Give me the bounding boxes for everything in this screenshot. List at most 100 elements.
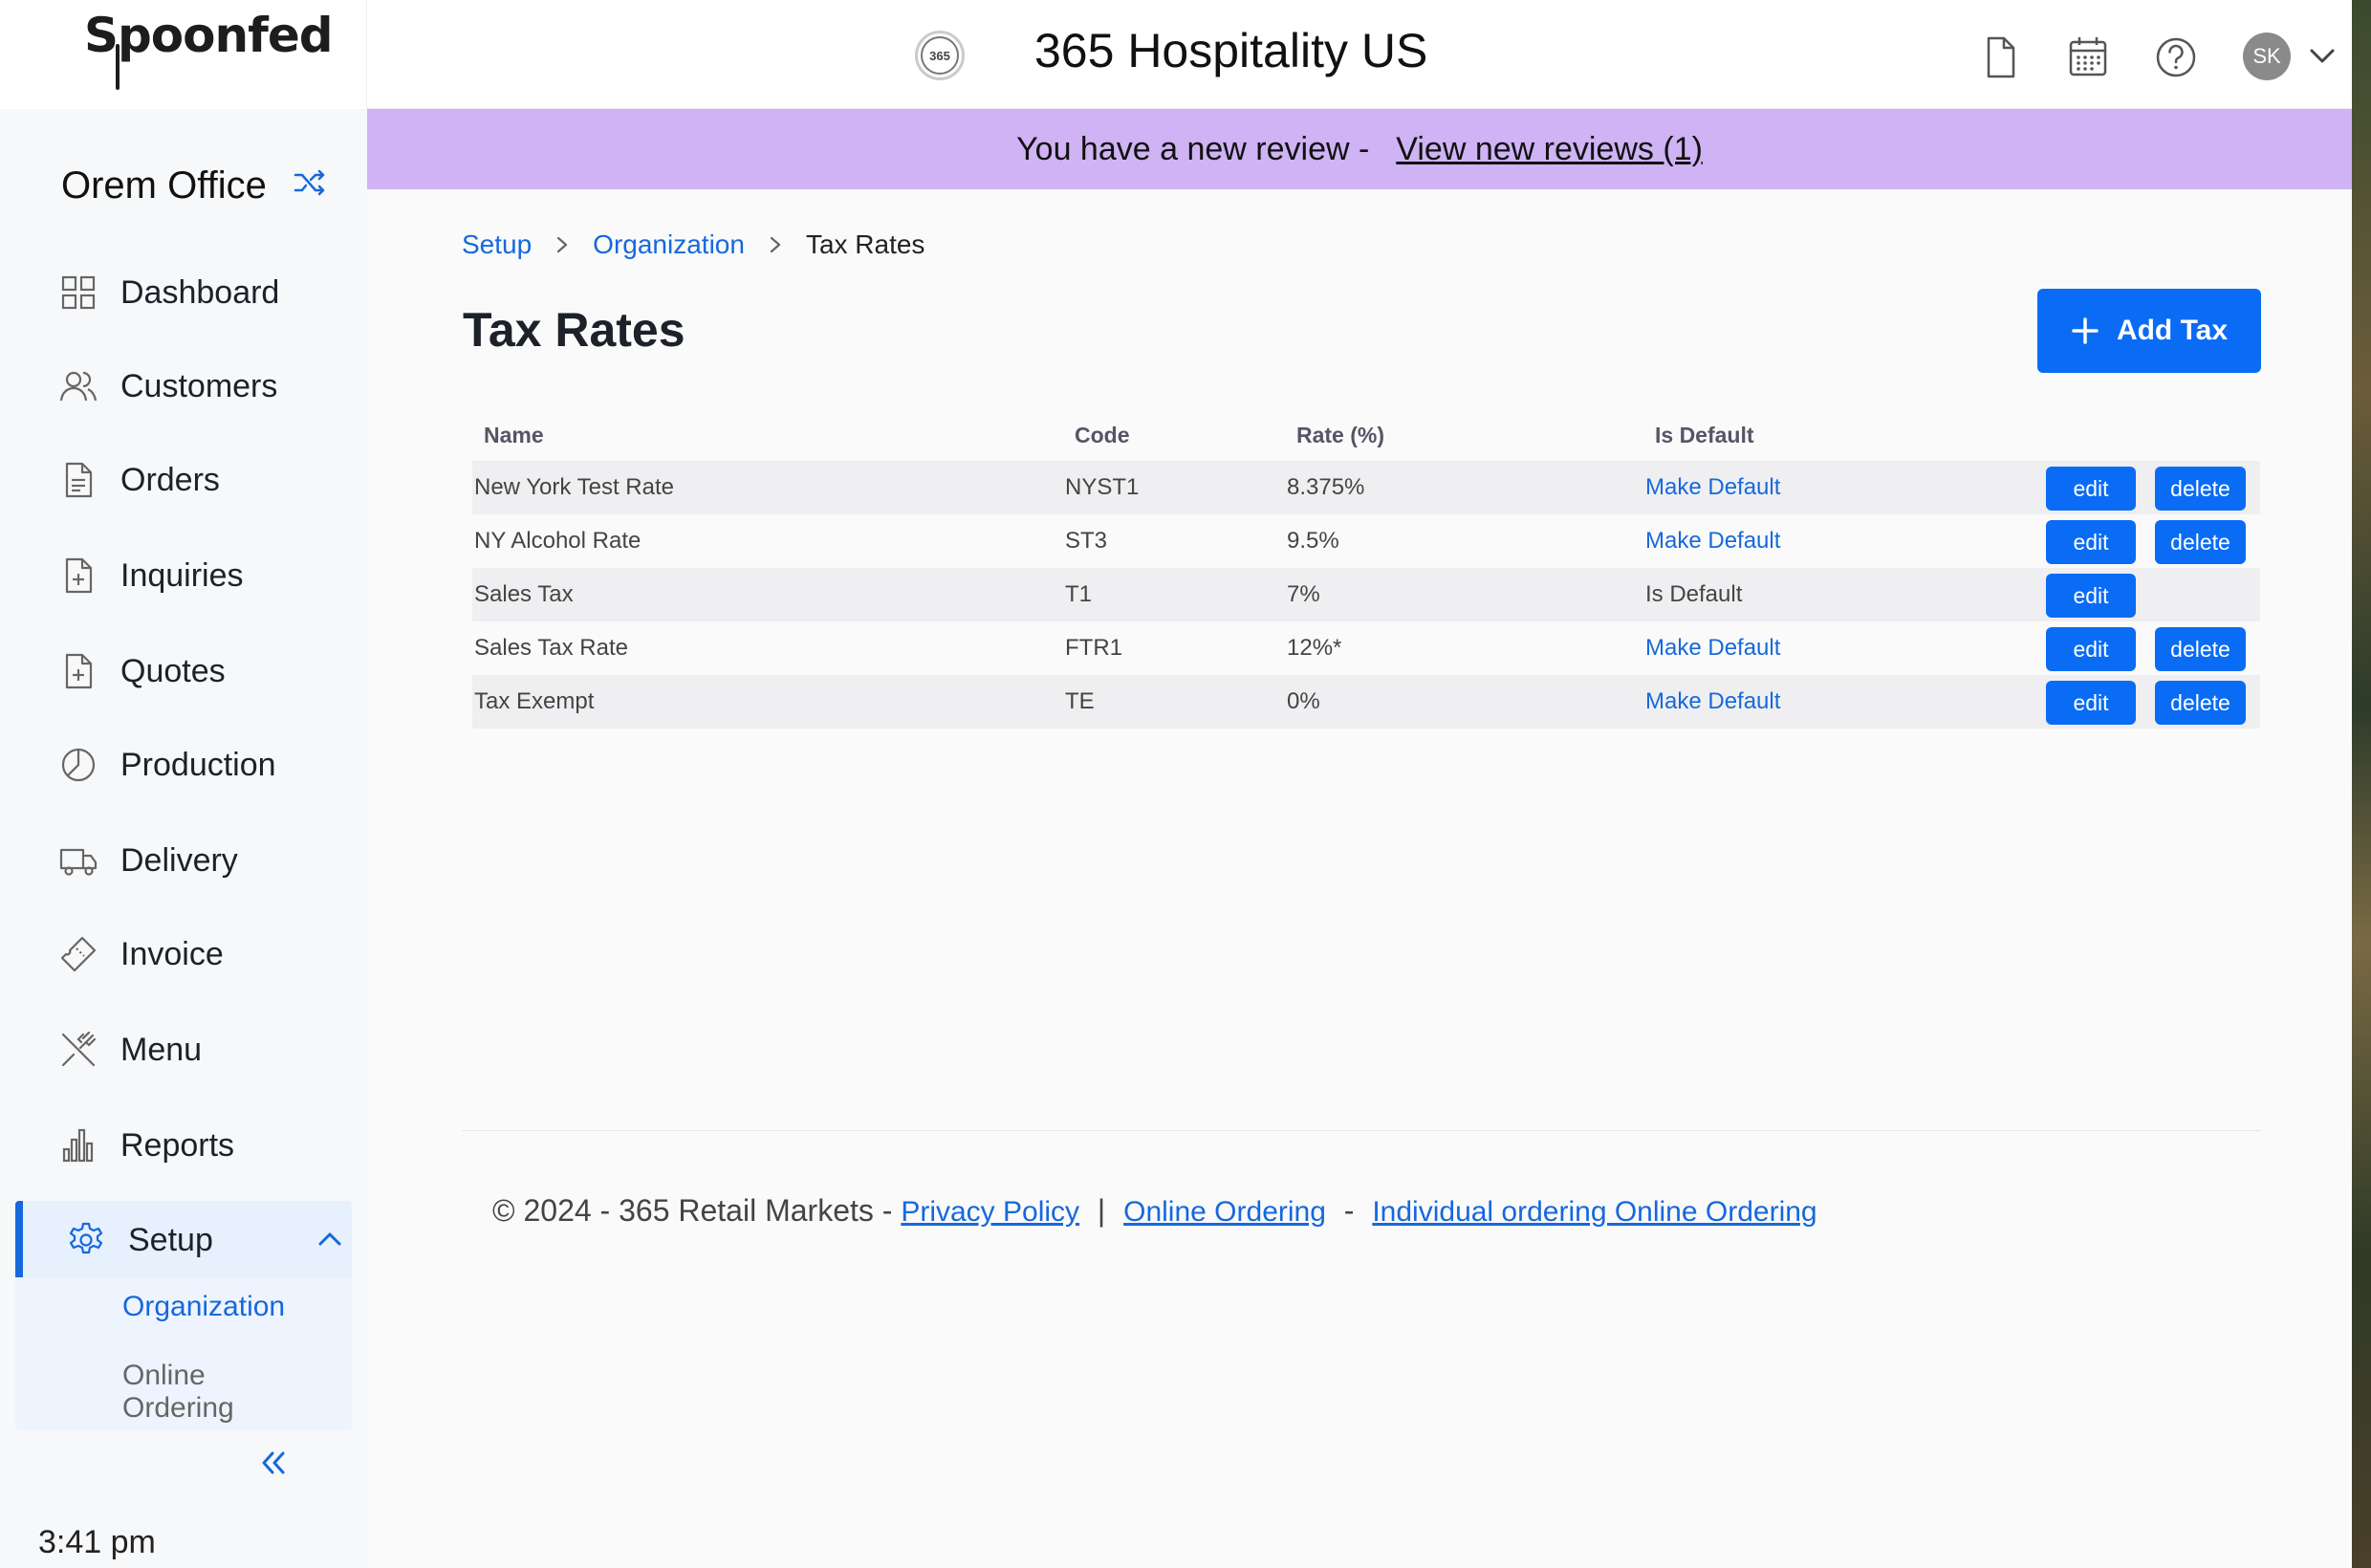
sidebar-item-invoice[interactable]: Invoice — [0, 916, 352, 992]
online-ordering-link[interactable]: Online Ordering — [1123, 1196, 1326, 1228]
footer-copyright: © 2024 - 365 Retail Markets - — [492, 1193, 893, 1228]
sidebar-item-inquiries[interactable]: Inquiries — [0, 537, 352, 614]
page-title: Tax Rates — [463, 303, 685, 357]
view-reviews-link[interactable]: View new reviews (1) — [1396, 130, 1703, 167]
sidebar-item-delivery[interactable]: Delivery — [0, 822, 352, 899]
make-default-link[interactable]: Make Default — [1645, 474, 1781, 500]
brand-logo-area[interactable]: Spoonfed — [0, 0, 367, 109]
cell-code: T1 — [1065, 581, 1093, 607]
table-header: Name Code Rate (%) Is Default — [472, 415, 2260, 461]
office-name: Orem Office — [61, 164, 267, 207]
edit-button[interactable]: edit — [2046, 627, 2136, 671]
calendar-icon[interactable] — [2067, 34, 2109, 80]
bar-chart-icon — [62, 1128, 94, 1163]
sidebar-item-customers[interactable]: Customers — [0, 348, 352, 425]
sidebar-item-label: Dashboard — [120, 273, 280, 311]
sidebar-item-menu[interactable]: Menu — [0, 1012, 352, 1088]
shuffle-icon[interactable] — [293, 168, 327, 197]
avatar[interactable]: SK — [2243, 33, 2291, 80]
table-row: New York Test Rate NYST1 8.375% Make Def… — [472, 461, 2260, 514]
add-tax-button[interactable]: Add Tax — [2037, 289, 2261, 373]
org-logo: 365 — [915, 31, 965, 80]
cell-name: Sales Tax Rate — [474, 635, 628, 661]
document-icon[interactable] — [1979, 34, 2021, 80]
table-row: NY Alcohol Rate ST3 9.5% Make Default ed… — [472, 514, 2260, 568]
help-icon[interactable] — [2155, 34, 2197, 80]
make-default-link[interactable]: Make Default — [1645, 688, 1781, 714]
edit-button[interactable]: edit — [2046, 520, 2136, 564]
review-banner: You have a new review - View new reviews… — [367, 109, 2352, 189]
sidebar-item-reports[interactable]: Reports — [0, 1107, 352, 1184]
sidebar: Orem Office Dashboard Customers Orders I… — [0, 109, 367, 1568]
cell-name: Sales Tax — [474, 581, 574, 607]
sidebar-item-quotes[interactable]: Quotes — [0, 633, 352, 709]
cell-rate: 0% — [1287, 688, 1320, 714]
edit-button[interactable]: edit — [2046, 467, 2136, 511]
breadcrumb-organization[interactable]: Organization — [593, 229, 745, 259]
sidebar-item-label: Delivery — [120, 841, 238, 879]
column-header-name: Name — [484, 423, 544, 447]
org-logo-text: 365 — [929, 48, 950, 63]
sidebar-item-label: Customers — [120, 367, 278, 404]
main-content: Setup Organization Tax Rates Tax Rates A… — [367, 189, 2352, 1568]
make-default-link[interactable]: Make Default — [1645, 635, 1781, 661]
delete-button[interactable]: delete — [2155, 681, 2246, 725]
delete-button[interactable]: delete — [2155, 520, 2246, 564]
gear-icon — [69, 1222, 103, 1254]
footer-separator: - — [1343, 1193, 1355, 1228]
users-icon — [59, 371, 98, 402]
top-header: 365 365 Hospitality US SK — [367, 0, 2352, 109]
make-default-link[interactable]: Make Default — [1645, 528, 1781, 554]
sidebar-item-production[interactable]: Production — [0, 727, 352, 803]
sidebar-item-setup[interactable]: Setup — [15, 1201, 352, 1279]
footer-separator: | — [1097, 1193, 1106, 1228]
breadcrumb: Setup Organization Tax Rates — [462, 229, 924, 260]
table-row: Sales Tax Rate FTR1 12%* Make Default ed… — [472, 621, 2260, 675]
grid-icon — [61, 275, 96, 310]
table-row: Sales Tax T1 7% Is Default edit — [472, 568, 2260, 621]
edit-button[interactable]: edit — [2046, 574, 2136, 618]
file-plus-icon — [65, 653, 93, 689]
sidebar-item-dashboard[interactable]: Dashboard — [0, 254, 352, 331]
column-header-rate: Rate (%) — [1296, 423, 1385, 447]
add-tax-label: Add Tax — [2116, 315, 2229, 346]
chevron-up-icon[interactable] — [315, 1228, 344, 1251]
sidebar-item-orders[interactable]: Orders — [0, 442, 352, 518]
cell-name: NY Alcohol Rate — [474, 528, 642, 554]
cell-rate: 8.375% — [1287, 474, 1365, 500]
submenu-item-online-ordering[interactable]: Online Ordering — [122, 1360, 234, 1424]
cell-code: TE — [1065, 688, 1095, 714]
document-icon — [65, 462, 93, 498]
breadcrumb-current: Tax Rates — [805, 229, 925, 259]
tax-rates-table: Name Code Rate (%) Is Default New York T… — [472, 415, 2260, 729]
chevron-right-icon — [770, 236, 781, 253]
footer-divider — [462, 1130, 2261, 1131]
sidebar-item-label: Production — [120, 746, 276, 783]
pie-icon — [61, 748, 96, 782]
ticket-icon — [60, 936, 97, 972]
sidebar-item-label: Orders — [120, 461, 220, 498]
org-name: 365 Hospitality US — [1034, 24, 1428, 77]
table-row: Tax Exempt TE 0% Make Default edit delet… — [472, 675, 2260, 729]
setup-submenu: Organization Online Ordering — [15, 1277, 352, 1430]
individual-ordering-link[interactable]: Individual ordering Online Ordering — [1372, 1196, 1817, 1228]
footer: © 2024 - 365 Retail Markets - Privacy Po… — [492, 1193, 1817, 1229]
plus-icon — [2072, 317, 2099, 344]
cell-code: ST3 — [1065, 528, 1108, 554]
submenu-item-organization[interactable]: Organization — [122, 1291, 286, 1322]
delete-button[interactable]: delete — [2155, 627, 2246, 671]
sidebar-item-label: Reports — [120, 1126, 235, 1164]
avatar-initials: SK — [2252, 44, 2281, 68]
delete-button[interactable]: delete — [2155, 467, 2246, 511]
breadcrumb-setup[interactable]: Setup — [462, 229, 533, 259]
privacy-policy-link[interactable]: Privacy Policy — [901, 1196, 1080, 1228]
edit-button[interactable]: edit — [2046, 681, 2136, 725]
cell-rate: 9.5% — [1287, 528, 1339, 554]
spoon-icon — [116, 44, 120, 90]
cell-name: New York Test Rate — [474, 474, 675, 500]
collapse-sidebar-icon[interactable] — [256, 1446, 291, 1480]
sidebar-item-label: Quotes — [120, 652, 226, 689]
is-default-label: Is Default — [1645, 581, 1743, 607]
file-plus-icon — [65, 557, 93, 594]
chevron-down-icon[interactable] — [2308, 44, 2337, 67]
